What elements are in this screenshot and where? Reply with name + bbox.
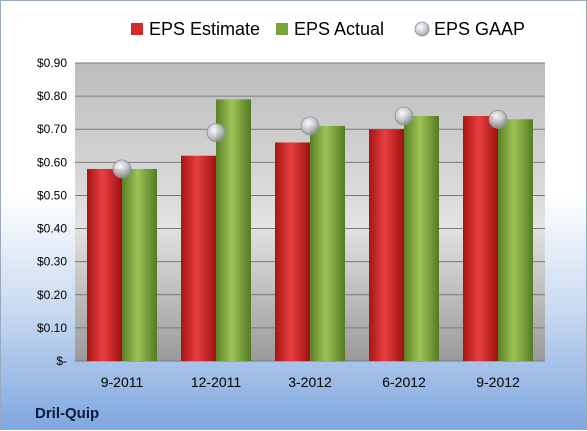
- bars: [87, 99, 533, 362]
- x-axis-labels: 9-2011 12-2011 3-2012 6-2012 9-2012: [101, 374, 520, 390]
- bar-eps-actual-9-2012: [498, 119, 533, 362]
- bar-eps-estimate-9-2012: [463, 115, 498, 361]
- x-tick-label: 12-2011: [191, 374, 242, 390]
- point-eps-gaap-3-2012: [300, 116, 320, 136]
- point-eps-gaap-9-2011: [112, 159, 132, 179]
- legend-swatch-eps-actual: [276, 23, 288, 35]
- y-tick-label: $-: [56, 354, 67, 368]
- bar-eps-actual-6-2012: [404, 115, 439, 361]
- y-tick-label: $0.10: [37, 321, 67, 335]
- y-tick-label: $0.60: [37, 155, 67, 169]
- bar-eps-actual-3-2012: [310, 125, 345, 362]
- bar-eps-estimate-12-2011: [181, 155, 216, 361]
- x-tick-label: 6-2012: [382, 374, 426, 390]
- y-tick-label: $0.40: [37, 222, 67, 236]
- y-axis-ticks: $- $0.10 $0.20 $0.30 $0.40 $0.50 $0.60 $0.70 $0.…: [37, 56, 67, 368]
- y-tick-label: $0.50: [37, 188, 67, 202]
- y-tick-label: $0.70: [37, 122, 67, 136]
- x-tick-label: 3-2012: [288, 374, 332, 390]
- bar-eps-estimate-6-2012: [369, 129, 404, 361]
- point-eps-gaap-9-2012: [488, 109, 508, 129]
- y-tick-label: $0.30: [37, 255, 67, 269]
- x-tick-label: 9-2011: [101, 374, 144, 390]
- point-eps-gaap-12-2011: [206, 123, 226, 142]
- legend: EPS Estimate EPS Actual EPS GAAP: [131, 19, 525, 39]
- y-tick-label: $0.20: [37, 288, 67, 302]
- legend-label-eps-estimate: EPS Estimate: [149, 19, 260, 39]
- y-tick-label: $0.80: [37, 89, 67, 103]
- legend-swatch-eps-gaap: [414, 21, 430, 37]
- y-tick-label: $0.90: [37, 56, 67, 70]
- gaap-markers: [112, 106, 508, 179]
- legend-label-eps-gaap: EPS GAAP: [434, 19, 525, 39]
- company-label: Dril-Quip: [35, 405, 99, 422]
- bar-eps-actual-12-2011: [216, 99, 251, 361]
- bar-eps-estimate-3-2012: [275, 142, 310, 361]
- legend-label-eps-actual: EPS Actual: [294, 19, 384, 39]
- point-eps-gaap-6-2012: [394, 106, 414, 126]
- bar-eps-actual-9-2011: [122, 168, 157, 361]
- bar-eps-estimate-9-2011: [87, 168, 122, 361]
- legend-swatch-eps-estimate: [131, 23, 143, 35]
- x-tick-label: 9-2012: [476, 374, 520, 390]
